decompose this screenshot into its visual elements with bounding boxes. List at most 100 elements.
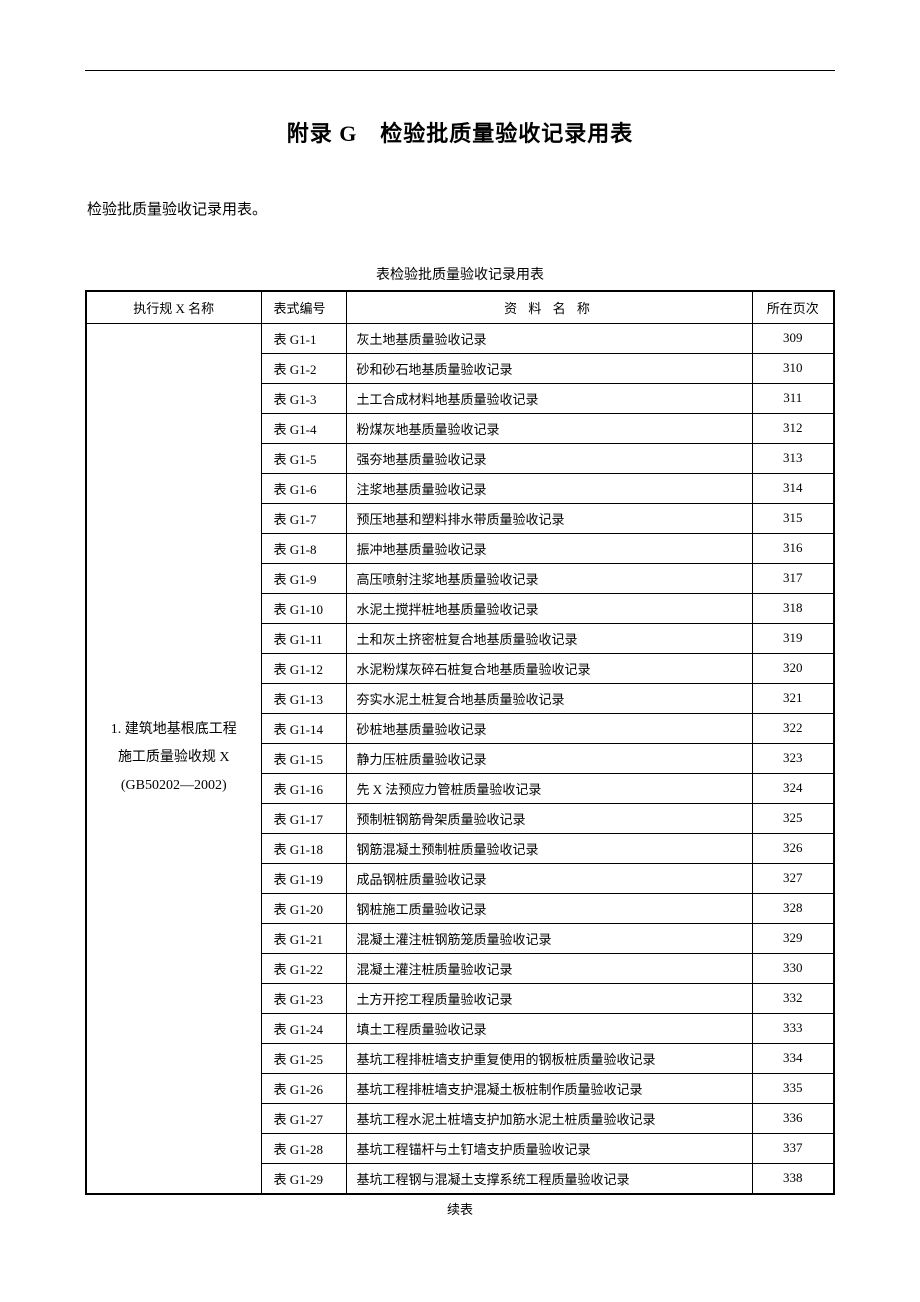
cell-code: 表 G1-5 <box>261 443 346 473</box>
cell-name: 成品钢桩质量验收记录 <box>346 863 752 893</box>
cell-name: 基坑工程排桩墙支护重复使用的钢板桩质量验收记录 <box>346 1043 752 1073</box>
cell-page: 323 <box>752 743 834 773</box>
cell-name: 填土工程质量验收记录 <box>346 1013 752 1043</box>
cell-code: 表 G1-14 <box>261 713 346 743</box>
cell-code: 表 G1-15 <box>261 743 346 773</box>
cell-page: 316 <box>752 533 834 563</box>
cell-code: 表 G1-21 <box>261 923 346 953</box>
cell-page: 320 <box>752 653 834 683</box>
category-line: 1. 建筑地基根底工程 <box>95 716 253 744</box>
cell-page: 321 <box>752 683 834 713</box>
cell-name: 土工合成材料地基质量验收记录 <box>346 383 752 413</box>
cell-name: 强夯地基质量验收记录 <box>346 443 752 473</box>
category-line: 施工质量验收规 X <box>95 744 253 772</box>
header-page: 所在页次 <box>752 291 834 323</box>
cell-code: 表 G1-25 <box>261 1043 346 1073</box>
cell-name: 混凝土灌注桩钢筋笼质量验收记录 <box>346 923 752 953</box>
cell-code: 表 G1-26 <box>261 1073 346 1103</box>
cell-name: 基坑工程锚杆与土钉墙支护质量验收记录 <box>346 1133 752 1163</box>
cell-name: 灰土地基质量验收记录 <box>346 323 752 353</box>
records-table: 执行规 X 名称 表式编号 资 料 名 称 所在页次 1. 建筑地基根底工程施工… <box>85 290 835 1195</box>
cell-code: 表 G1-12 <box>261 653 346 683</box>
header-name: 资 料 名 称 <box>346 291 752 323</box>
category-line: (GB50202—2002) <box>95 772 253 800</box>
cell-page: 329 <box>752 923 834 953</box>
cell-code: 表 G1-16 <box>261 773 346 803</box>
cell-code: 表 G1-3 <box>261 383 346 413</box>
cell-page: 337 <box>752 1133 834 1163</box>
cell-page: 338 <box>752 1163 834 1194</box>
cell-page: 336 <box>752 1103 834 1133</box>
category-cell: 1. 建筑地基根底工程施工质量验收规 X(GB50202—2002) <box>86 323 261 1194</box>
cell-name: 砂桩地基质量验收记录 <box>346 713 752 743</box>
cell-code: 表 G1-6 <box>261 473 346 503</box>
cell-code: 表 G1-22 <box>261 953 346 983</box>
cell-name: 高压喷射注浆地基质量验收记录 <box>346 563 752 593</box>
cell-code: 表 G1-28 <box>261 1133 346 1163</box>
cell-page: 309 <box>752 323 834 353</box>
cell-code: 表 G1-24 <box>261 1013 346 1043</box>
cell-code: 表 G1-8 <box>261 533 346 563</box>
cell-name: 混凝土灌注桩质量验收记录 <box>346 953 752 983</box>
cell-page: 326 <box>752 833 834 863</box>
footer-text: 续表 <box>85 1199 835 1218</box>
cell-page: 324 <box>752 773 834 803</box>
cell-name: 预压地基和塑料排水带质量验收记录 <box>346 503 752 533</box>
cell-name: 砂和砂石地基质量验收记录 <box>346 353 752 383</box>
cell-code: 表 G1-2 <box>261 353 346 383</box>
cell-code: 表 G1-10 <box>261 593 346 623</box>
cell-name: 夯实水泥土桩复合地基质量验收记录 <box>346 683 752 713</box>
table-body: 1. 建筑地基根底工程施工质量验收规 X(GB50202—2002)表 G1-1… <box>86 323 834 1194</box>
table-caption: 表检验批质量验收记录用表 <box>85 264 835 284</box>
header-code: 表式编号 <box>261 291 346 323</box>
page-container: 附录 G 检验批质量验收记录用表 检验批质量验收记录用表。 表检验批质量验收记录… <box>0 0 920 1258</box>
cell-page: 318 <box>752 593 834 623</box>
cell-name: 注浆地基质量验收记录 <box>346 473 752 503</box>
cell-code: 表 G1-18 <box>261 833 346 863</box>
cell-page: 330 <box>752 953 834 983</box>
cell-page: 313 <box>752 443 834 473</box>
cell-name: 土方开挖工程质量验收记录 <box>346 983 752 1013</box>
cell-code: 表 G1-11 <box>261 623 346 653</box>
cell-page: 328 <box>752 893 834 923</box>
cell-code: 表 G1-4 <box>261 413 346 443</box>
cell-name: 基坑工程水泥土桩墙支护加筋水泥土桩质量验收记录 <box>346 1103 752 1133</box>
cell-name: 先 X 法预应力管桩质量验收记录 <box>346 773 752 803</box>
cell-code: 表 G1-1 <box>261 323 346 353</box>
cell-name: 预制桩钢筋骨架质量验收记录 <box>346 803 752 833</box>
cell-name: 基坑工程钢与混凝土支撑系统工程质量验收记录 <box>346 1163 752 1194</box>
cell-page: 332 <box>752 983 834 1013</box>
cell-name: 土和灰土挤密桩复合地基质量验收记录 <box>346 623 752 653</box>
cell-name: 水泥土搅拌桩地基质量验收记录 <box>346 593 752 623</box>
cell-code: 表 G1-27 <box>261 1103 346 1133</box>
cell-page: 317 <box>752 563 834 593</box>
header-row: 执行规 X 名称 表式编号 资 料 名 称 所在页次 <box>86 291 834 323</box>
cell-page: 322 <box>752 713 834 743</box>
cell-code: 表 G1-17 <box>261 803 346 833</box>
cell-name: 振冲地基质量验收记录 <box>346 533 752 563</box>
cell-page: 327 <box>752 863 834 893</box>
intro-text: 检验批质量验收记录用表。 <box>85 198 835 219</box>
cell-page: 311 <box>752 383 834 413</box>
cell-code: 表 G1-19 <box>261 863 346 893</box>
cell-name: 水泥粉煤灰碎石桩复合地基质量验收记录 <box>346 653 752 683</box>
page-title: 附录 G 检验批质量验收记录用表 <box>85 116 835 148</box>
cell-name: 粉煤灰地基质量验收记录 <box>346 413 752 443</box>
cell-name: 静力压桩质量验收记录 <box>346 743 752 773</box>
cell-name: 钢筋混凝土预制桩质量验收记录 <box>346 833 752 863</box>
cell-page: 319 <box>752 623 834 653</box>
table-row: 1. 建筑地基根底工程施工质量验收规 X(GB50202—2002)表 G1-1… <box>86 323 834 353</box>
cell-code: 表 G1-20 <box>261 893 346 923</box>
cell-code: 表 G1-9 <box>261 563 346 593</box>
cell-page: 315 <box>752 503 834 533</box>
cell-name: 基坑工程排桩墙支护混凝土板桩制作质量验收记录 <box>346 1073 752 1103</box>
cell-page: 325 <box>752 803 834 833</box>
cell-code: 表 G1-29 <box>261 1163 346 1194</box>
cell-page: 334 <box>752 1043 834 1073</box>
cell-page: 335 <box>752 1073 834 1103</box>
cell-code: 表 G1-7 <box>261 503 346 533</box>
table-header: 执行规 X 名称 表式编号 资 料 名 称 所在页次 <box>86 291 834 323</box>
cell-page: 310 <box>752 353 834 383</box>
cell-page: 314 <box>752 473 834 503</box>
cell-page: 312 <box>752 413 834 443</box>
